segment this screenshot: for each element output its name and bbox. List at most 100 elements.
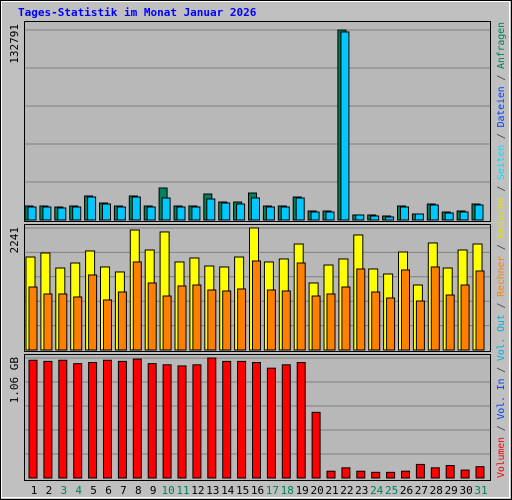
bar [265, 206, 275, 221]
legend-entry: Seiten [496, 145, 507, 180]
bar [132, 358, 142, 479]
bar [88, 362, 98, 479]
bar [251, 197, 260, 221]
bar [386, 471, 396, 479]
bar [236, 203, 246, 221]
bar [88, 274, 98, 351]
x-tick-label: 8 [135, 484, 142, 497]
bar [176, 206, 186, 221]
bar [281, 364, 291, 479]
x-tick-label: 15 [236, 484, 249, 497]
bar [280, 206, 290, 221]
y-tick-label: 132791 [8, 24, 21, 64]
bar [311, 411, 321, 479]
bar [237, 360, 247, 479]
bar [73, 363, 83, 479]
x-tick-label: 19 [296, 484, 309, 497]
legend-separator: / [496, 180, 507, 198]
legend-separator: / [496, 419, 507, 437]
bar [116, 206, 126, 221]
bar [310, 211, 320, 221]
x-tick-label: 30 [459, 484, 472, 497]
x-tick-label: 25 [385, 484, 398, 497]
bar [356, 470, 366, 479]
x-tick-label: 2 [46, 484, 53, 497]
bar [207, 357, 217, 479]
bar [266, 289, 276, 351]
legend-entry: Rechner [496, 256, 507, 297]
bar [385, 216, 395, 221]
bar [295, 197, 305, 221]
x-tick-label: 7 [120, 484, 127, 497]
bar [192, 364, 202, 479]
legend-separator: / [496, 297, 507, 315]
x-tick-label: 4 [75, 484, 82, 497]
bar [103, 299, 112, 351]
bar [445, 294, 455, 351]
x-tick-label: 18 [281, 484, 294, 497]
bar [266, 367, 276, 479]
bar [207, 289, 217, 351]
bar [341, 286, 351, 351]
bar [222, 290, 232, 351]
bar [192, 284, 202, 351]
x-tick-label: 28 [430, 484, 443, 497]
bar [27, 206, 37, 221]
bar [356, 268, 366, 351]
x-tick-label: 13 [206, 484, 219, 497]
legend-entry: Anfragen [496, 22, 507, 69]
bar [415, 463, 425, 479]
bar [237, 288, 247, 351]
x-tick-label: 22 [340, 484, 353, 497]
bar [371, 291, 381, 351]
bar [28, 286, 38, 351]
bar [281, 290, 291, 351]
panel-frame [24, 21, 491, 222]
bar [206, 198, 216, 221]
x-tick-label: 20 [310, 484, 323, 497]
x-tick-label: 21 [325, 484, 338, 497]
x-tick-label: 23 [355, 484, 368, 497]
bar [161, 197, 171, 221]
bar [28, 359, 38, 479]
bar [222, 360, 232, 479]
bar [221, 202, 231, 221]
bar [252, 362, 261, 479]
bar [414, 213, 424, 221]
bar [460, 284, 470, 351]
bar [475, 270, 485, 351]
x-tick-label: 3 [60, 484, 67, 497]
bar [371, 471, 381, 479]
bar [415, 300, 425, 351]
bar [341, 467, 351, 479]
x-tick-label: 11 [176, 484, 189, 497]
bar [252, 260, 261, 351]
bar [326, 470, 336, 479]
x-tick-label: 14 [221, 484, 235, 497]
y-tick-label: 2241 [8, 227, 21, 254]
bar [430, 266, 440, 351]
x-tick-label: 16 [251, 484, 264, 497]
legend-separator: / [496, 69, 507, 87]
bar [73, 296, 83, 351]
x-tick-label: 29 [445, 484, 458, 497]
bar [296, 262, 306, 351]
bar [103, 359, 112, 479]
bar [117, 291, 127, 351]
bar [326, 293, 336, 351]
bar [72, 206, 82, 221]
bar [191, 206, 201, 221]
bar [162, 295, 172, 351]
bar [177, 365, 187, 479]
x-tick-label: 5 [90, 484, 97, 497]
bar [58, 293, 68, 351]
x-tick-label: 9 [150, 484, 157, 497]
bar [475, 466, 485, 479]
x-tick-label: 17 [266, 484, 279, 497]
bar [460, 469, 470, 479]
x-tick-label: 24 [370, 484, 384, 497]
side-legend: Volumen / Vol. In / Vol. Out / Rechner /… [496, 22, 507, 478]
bar [429, 204, 439, 221]
